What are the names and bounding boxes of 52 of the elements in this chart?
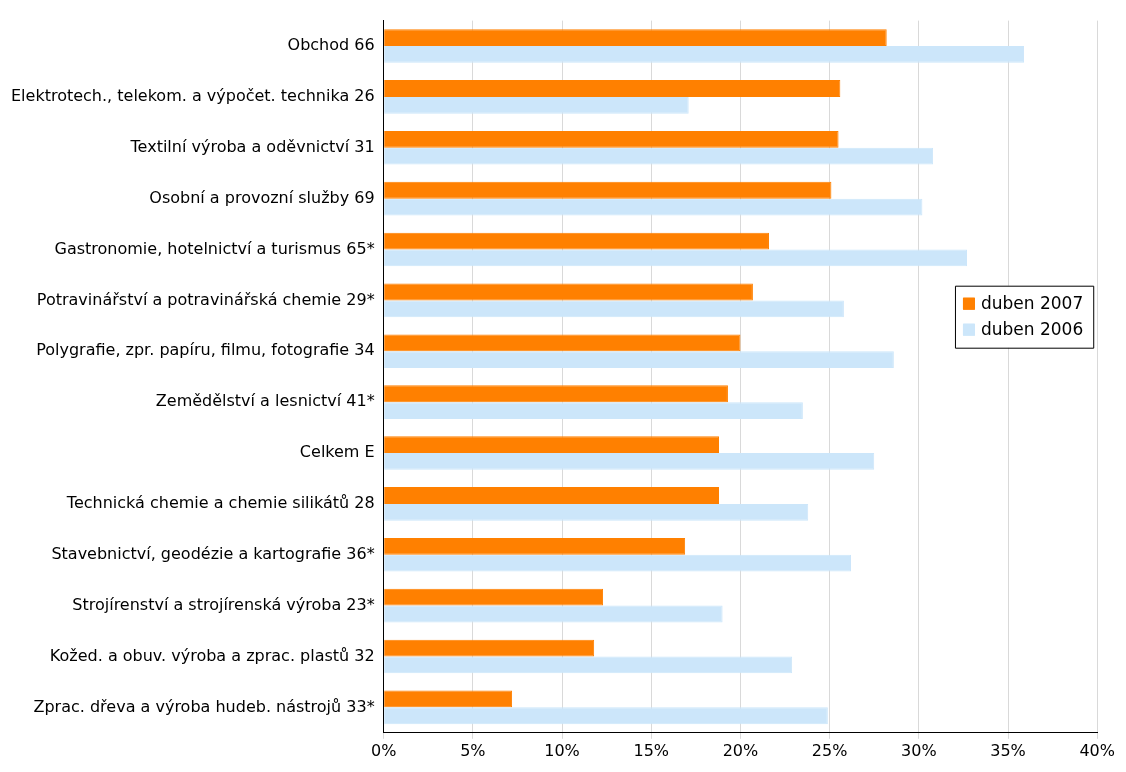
bar: [384, 147, 934, 165]
bar: [384, 300, 844, 318]
y-tick-label: Polygrafie, zpr. papíru, filmu, fotografie 34: [36, 340, 375, 360]
bar: [384, 130, 839, 148]
x-tick-label: 10%: [544, 740, 580, 760]
y-tick-label: Stavebnictví, geodézie a kartografie 36*: [51, 543, 375, 563]
bar: [384, 402, 803, 419]
bar: [384, 29, 887, 47]
y-tick-label: Zemědělství a lesnictví 41*: [155, 391, 375, 411]
y-tick-label: Gastronomie, hotelnictví a turismus 65*: [54, 238, 375, 258]
bar: [384, 80, 841, 97]
y-tick-label: Zprac. dřeva a výroba hudeb. nástrojů 33*: [33, 696, 375, 716]
x-tick-label: 20%: [722, 740, 759, 760]
x-tick-label: 25%: [811, 740, 848, 760]
y-tick-label: Celkem E: [299, 442, 375, 462]
bar: [384, 639, 595, 657]
y-tick-label: Technická chemie a chemie silikátů 28: [65, 493, 375, 513]
y-tick-label: Potravinářství a potravinářská chemie 29*: [36, 289, 375, 309]
bar: [384, 351, 894, 369]
y-tick-label: Osobní a provozní služby 69: [149, 187, 375, 207]
y-tick-label: Strojírenství a strojírenská výroba 23*: [72, 594, 375, 614]
x-tick-label: 35%: [990, 740, 1026, 760]
bar: [384, 232, 769, 250]
bar: [384, 96, 689, 114]
x-tick-label: 15%: [633, 740, 670, 760]
bar: [384, 249, 967, 267]
x-tick-label: 30%: [901, 740, 937, 760]
bar: [384, 537, 686, 555]
x-tick-label: 5%: [460, 740, 486, 760]
bar: [384, 554, 852, 572]
legend-label: duben 2006: [980, 319, 1084, 340]
bar: [384, 588, 604, 606]
legend-label: duben 2007: [980, 293, 1084, 314]
y-tick-label: Kožed. a obuv. výroba a zprac. plastů 32: [49, 645, 375, 665]
bar: [384, 46, 1025, 63]
bar: [384, 334, 741, 352]
bar: [384, 487, 720, 504]
bar: [384, 198, 923, 216]
x-tick-label: 40%: [1079, 740, 1115, 760]
bar: [384, 181, 832, 199]
y-tick-label: Elektrotech., telekom. a výpočet. technika 26: [10, 86, 375, 106]
bar: [384, 605, 723, 623]
x-tick-label: 0%: [370, 740, 397, 760]
bar: [384, 283, 753, 301]
bar: [384, 707, 828, 725]
bar: [384, 453, 875, 470]
bar: [384, 656, 793, 674]
bar: [384, 385, 728, 403]
bar: [384, 436, 720, 454]
y-tick-label: Textilní výroba a oděvnictví 31: [129, 136, 375, 156]
y-tick-label: Obchod 66: [287, 35, 375, 55]
bar: [384, 503, 809, 521]
